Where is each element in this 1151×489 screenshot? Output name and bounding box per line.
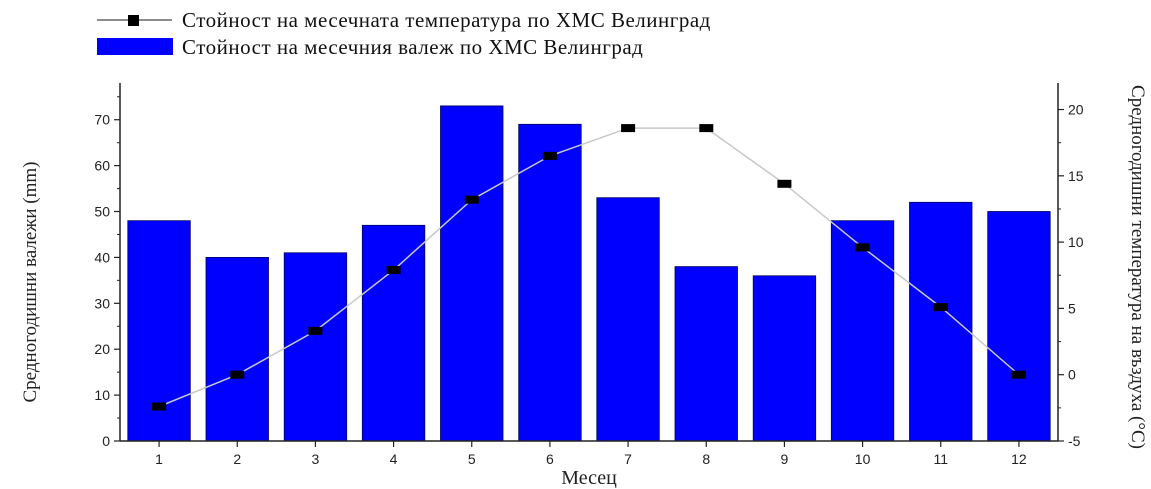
temperature-line [158, 127, 1020, 408]
axes [114, 83, 1064, 447]
legend-label-temperature: Стойност на месечната температура по ХМС… [182, 8, 711, 32]
temperature-point-month-4 [386, 266, 401, 274]
legend-label-precipitation: Стойност на месечния валеж по ХМС Велинг… [182, 35, 643, 59]
bar-month-5 [440, 105, 504, 442]
y-right-tick-label: 20 [1068, 102, 1084, 118]
temperature-point-month-10 [855, 243, 870, 252]
x-tick-label: 2 [233, 451, 241, 467]
bar-month-2 [205, 256, 269, 442]
legend-bar-swatch [97, 38, 173, 55]
y-right-tick-label: 0 [1068, 367, 1076, 383]
temperature-point-month-9 [777, 179, 792, 188]
y-left-tick-label: 60 [94, 158, 110, 174]
y-right-tick-label: -5 [1068, 433, 1081, 449]
y-left-tick-label: 10 [94, 387, 110, 403]
x-tick-label: 12 [1011, 451, 1027, 467]
y-axis-right-title: Средногодишни температура на въздуха (°C… [1127, 85, 1148, 449]
y-right-tick-label: 15 [1068, 168, 1084, 184]
bar-month-3 [283, 252, 348, 442]
temperature-point-month-8 [699, 124, 714, 133]
y-right-tick-label: 10 [1068, 234, 1084, 250]
y-left-tick-label: 30 [94, 295, 110, 311]
bar-month-12 [987, 211, 1051, 442]
bar-month-10 [830, 220, 895, 442]
bar-series [127, 105, 1051, 442]
x-axis-title: Месец [561, 467, 617, 489]
y-right-tick-label: 5 [1068, 300, 1076, 316]
legend-point-marker [128, 15, 139, 26]
temperature-point-month-6 [542, 151, 557, 160]
bar-month-11 [909, 201, 973, 442]
x-tick-label: 8 [702, 451, 710, 467]
y-left-tick-label: 0 [102, 433, 110, 449]
temperature-point-month-12 [1011, 370, 1026, 379]
x-tick-label: 7 [624, 451, 632, 467]
bar-month-6 [518, 123, 582, 442]
y-left-tick-label: 50 [94, 204, 110, 220]
bar-month-8 [674, 266, 738, 442]
temperature-point-month-5 [464, 195, 479, 204]
y-left-tick-label: 70 [94, 112, 110, 128]
temperature-point-month-1 [152, 402, 167, 411]
temperature-series [152, 124, 1026, 411]
temperature-point-month-2 [230, 370, 245, 379]
bar-month-9 [752, 275, 817, 442]
x-tick-label: 5 [468, 451, 476, 467]
x-tick-label: 1 [155, 451, 163, 467]
temperature-point-month-7 [621, 124, 636, 133]
y-left-tick-label: 20 [94, 341, 110, 357]
x-tick-label: 3 [312, 451, 320, 467]
x-tick-label: 9 [781, 451, 789, 467]
x-tick-label: 4 [390, 451, 398, 467]
legend: Стойност на месечната температура по ХМС… [97, 8, 711, 59]
bar-month-7 [596, 197, 660, 442]
y-left-tick-label: 40 [94, 249, 110, 265]
temperature-point-month-11 [933, 303, 948, 312]
bar-month-4 [361, 224, 426, 442]
x-tick-label: 11 [933, 451, 948, 467]
x-tick-label: 10 [855, 451, 871, 467]
y-axis-left-title: Средногодишни валежи (mm) [20, 161, 41, 402]
x-tick-label: 6 [546, 451, 554, 467]
temperature-point-month-3 [308, 326, 323, 335]
